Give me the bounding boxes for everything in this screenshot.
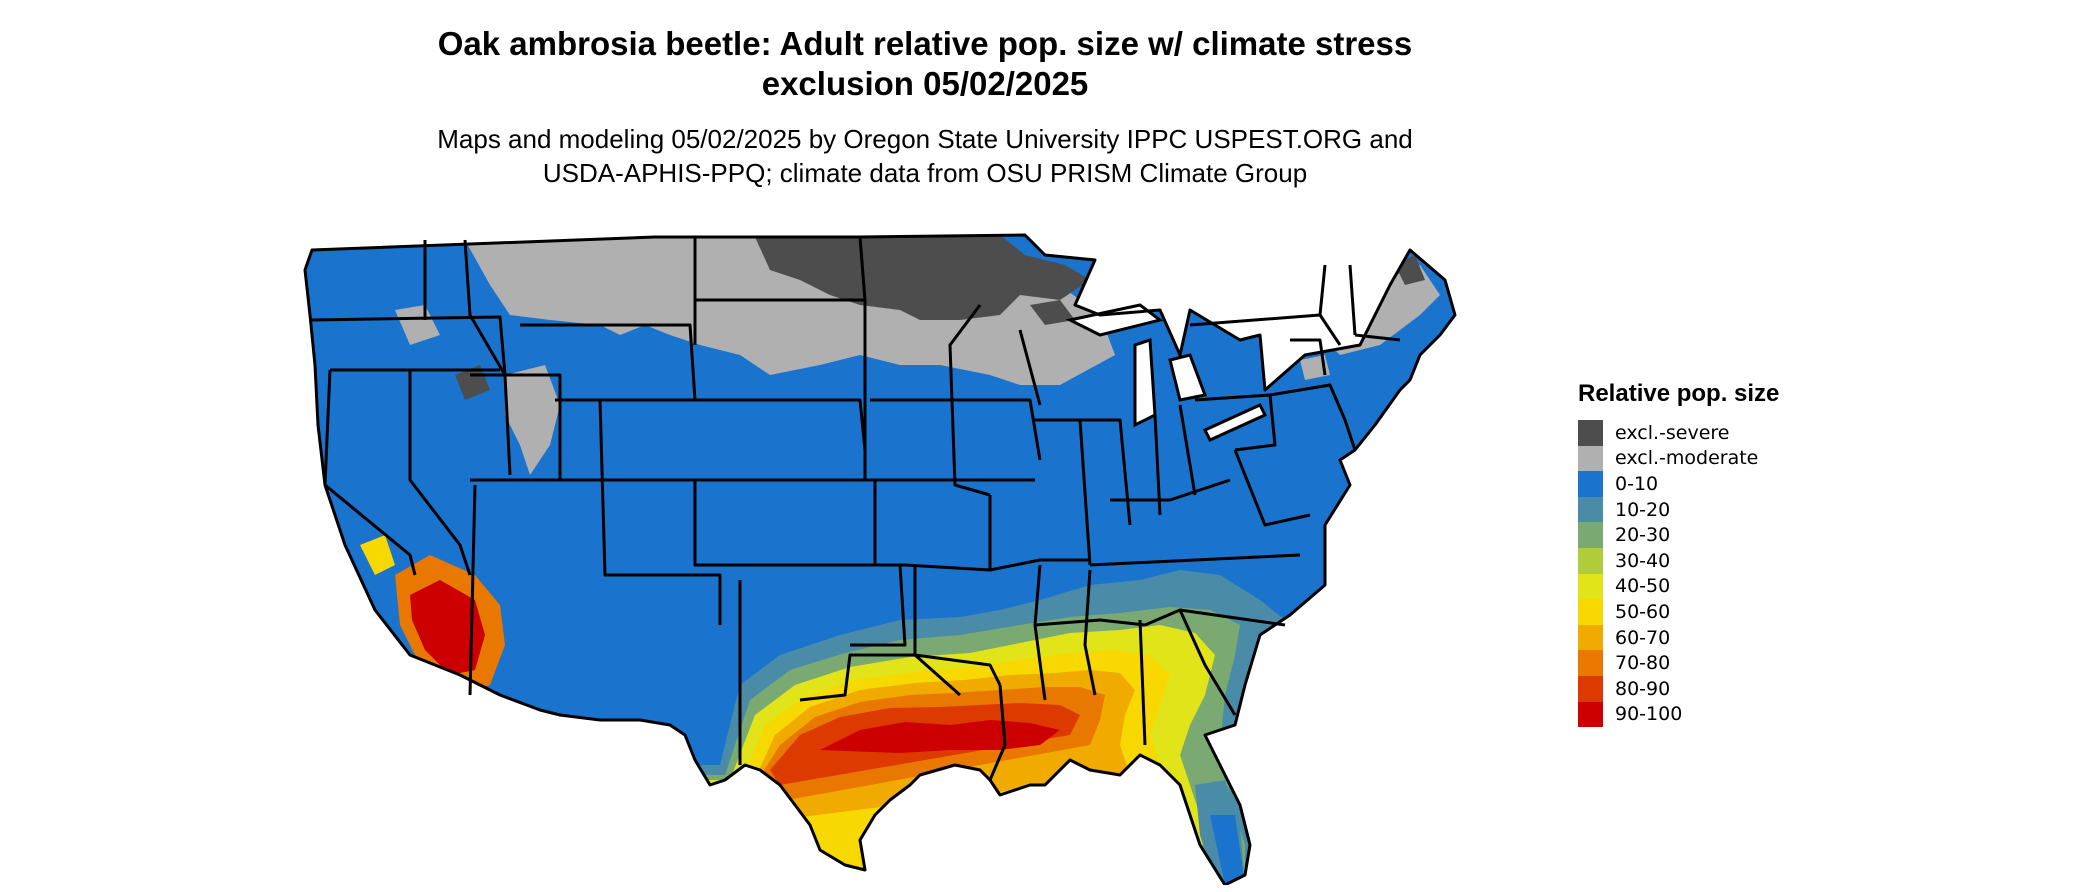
legend-swatch	[1578, 522, 1603, 548]
legend-swatch	[1578, 445, 1603, 472]
legend-swatch	[1578, 547, 1603, 574]
legend-item: 60-70	[1578, 624, 1779, 651]
legend-item: 30-40	[1578, 547, 1779, 574]
legend-swatch	[1578, 496, 1603, 523]
subtitle-line-1: Maps and modeling 05/02/2025 by Oregon S…	[437, 124, 1413, 154]
legend: Relative pop. size excl.-severe excl.-mod…	[1578, 380, 1780, 728]
legend-title: Relative pop. size	[1578, 380, 1780, 407]
map-subtitle: Maps and modeling 05/02/2025 by Oregon S…	[0, 122, 1850, 190]
legend-swatch	[1578, 650, 1603, 676]
legend-label: excl.-severe	[1615, 421, 1730, 444]
legend-items: excl.-severe excl.-moderate 0-10 10-20 20-30…	[1578, 420, 1779, 728]
zone-0-10	[1210, 815, 1245, 885]
legend-label: excl.-moderate	[1615, 447, 1759, 470]
us-map	[303, 233, 1457, 885]
legend-label: 0-10	[1615, 472, 1659, 495]
legend-item: 40-50	[1578, 573, 1779, 600]
zone-90-100	[410, 580, 485, 675]
legend-item: 0-10	[1578, 471, 1779, 497]
legend-item: 80-90	[1578, 675, 1779, 702]
legend-swatch	[1578, 573, 1603, 600]
zone-excl-severe	[1030, 300, 1075, 325]
legend-swatch	[1578, 420, 1603, 446]
subtitle-line-2: USDA-APHIS-PPQ; climate data from OSU PR…	[542, 158, 1308, 188]
zone-excl-moderate	[395, 305, 440, 345]
legend-label: 60-70	[1615, 626, 1671, 649]
legend-label: 90-100	[1615, 703, 1683, 726]
zone-50-60	[360, 535, 395, 575]
legend-label: 40-50	[1615, 575, 1671, 598]
map-title: Oak ambrosia beetle: Adult relative pop.…	[0, 24, 1850, 104]
legend-label: 20-30	[1615, 524, 1671, 547]
lake-huron	[1168, 353, 1208, 402]
legend-label: 10-20	[1615, 498, 1671, 521]
legend-label: 80-90	[1615, 677, 1671, 700]
state-borders	[303, 233, 1457, 885]
legend-item: 20-30	[1578, 522, 1779, 548]
zone-excl-moderate	[465, 237, 1115, 385]
legend-swatch	[1578, 701, 1603, 728]
zone-90-100	[820, 720, 1060, 753]
legend-swatch	[1578, 675, 1603, 702]
lake-erie	[1202, 403, 1268, 442]
title-line-2: exclusion 05/02/2025	[761, 65, 1089, 102]
legend-item: excl.-severe	[1578, 420, 1779, 446]
legend-label: 70-80	[1615, 652, 1671, 675]
legend-item: excl.-moderate	[1578, 445, 1779, 472]
legend-label: 50-60	[1615, 600, 1671, 623]
legend-label: 30-40	[1615, 549, 1671, 572]
legend-swatch	[1578, 599, 1603, 625]
legend-swatch	[1578, 624, 1603, 651]
legend-swatch	[1578, 471, 1603, 497]
title-line-1: Oak ambrosia beetle: Adult relative pop.…	[437, 25, 1413, 62]
legend-item: 50-60	[1578, 599, 1779, 625]
lake-michigan	[1133, 337, 1157, 428]
legend-item: 10-20	[1578, 496, 1779, 523]
zone-excl-severe	[755, 235, 1090, 320]
legend-item: 90-100	[1578, 701, 1779, 728]
zone-excl-moderate	[505, 365, 560, 475]
legend-item: 70-80	[1578, 650, 1779, 676]
